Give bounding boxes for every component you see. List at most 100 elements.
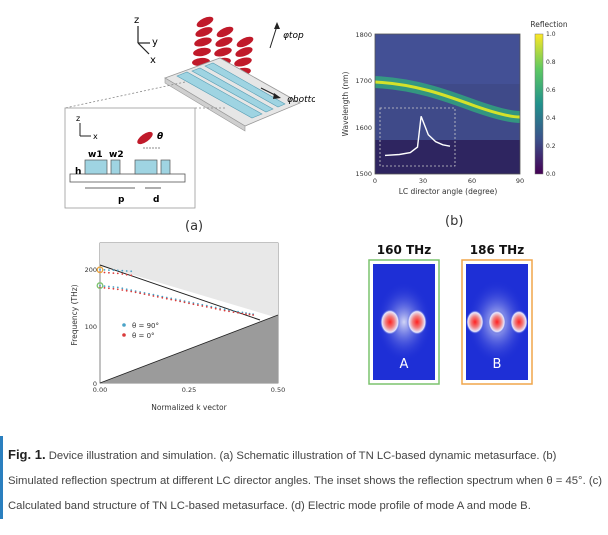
panel-d: 160 THz 186 THz A B: [360, 238, 560, 388]
band-point: [223, 309, 226, 312]
band-point: [170, 298, 173, 301]
svg-text:x: x: [93, 132, 98, 141]
svg-text:0.2: 0.2: [546, 143, 556, 150]
band-point: [99, 284, 101, 287]
mode-b-label: B: [493, 357, 502, 372]
band-point: [125, 270, 128, 272]
metasurface-substrate: [164, 57, 301, 132]
band-point: [112, 269, 115, 272]
band-point: [99, 268, 101, 271]
band-point: [152, 293, 155, 296]
band-point: [125, 273, 128, 276]
svg-text:0.0: 0.0: [546, 171, 556, 178]
svg-text:1.0: 1.0: [546, 31, 556, 38]
band-point: [116, 286, 119, 289]
band-point: [152, 295, 155, 297]
band-point: [112, 287, 115, 290]
axis-x-label: x: [150, 55, 156, 66]
phi-top-arrow: φtop: [269, 22, 304, 49]
svg-text:0.8: 0.8: [546, 59, 556, 66]
svg-text:0: 0: [373, 177, 377, 185]
band-point: [108, 269, 110, 271]
band-point: [205, 306, 208, 308]
band-point: [116, 288, 119, 291]
band-xlabel: Normalized k vector: [151, 403, 227, 412]
band-point: [248, 313, 251, 316]
band-point: [121, 269, 124, 272]
svg-text:θ: θ: [157, 132, 163, 142]
svg-text:0.6: 0.6: [546, 87, 556, 94]
panel-c: θ = 90° θ = 0° 200 100 0 0.00 0.25 0.50 …: [60, 240, 290, 420]
band-point: [232, 311, 235, 313]
band-point: [121, 287, 124, 290]
svg-text:90: 90: [516, 177, 524, 185]
band-point: [201, 305, 204, 307]
band-point: [139, 292, 141, 295]
phi-bottom-arrow: φbottom: [260, 87, 326, 105]
band-point: [228, 310, 230, 313]
reflection-heatmap-figure: 1800 1700 1600 1500 0 30 60 90 LC direct…: [341, 20, 568, 229]
band-point: [192, 303, 195, 306]
band-point: [214, 307, 217, 310]
axis-y-label: y: [152, 37, 158, 48]
heatmap-y-ticks: 1800 1700 1600 1500: [355, 31, 372, 178]
band-point: [108, 285, 110, 288]
lc-molecule-inset: [137, 131, 153, 145]
svg-text:30: 30: [419, 177, 427, 185]
svg-text:w2: w2: [109, 150, 124, 160]
band-point: [252, 314, 255, 316]
band-point: [121, 289, 124, 291]
band-point: [130, 270, 133, 273]
heatmap-x-ticks: 0 30 60 90: [373, 177, 524, 185]
svg-text:0: 0: [93, 380, 97, 388]
band-point: [210, 306, 213, 309]
caption-label: Fig. 1.: [8, 447, 46, 462]
band-point: [130, 274, 133, 277]
band-point: [112, 286, 115, 288]
colorbar-title: Reflection: [530, 20, 568, 29]
band-point: [125, 288, 128, 291]
inset-spectrum-45deg: [379, 107, 456, 167]
band-point: [112, 272, 115, 274]
mode-a-frequency: 160 THz: [377, 243, 431, 257]
mode-a-profile: A: [368, 259, 440, 385]
svg-text:60: 60: [468, 177, 476, 185]
band-x-ticks: 0.00 0.25 0.50: [93, 386, 285, 394]
band-structure-figure: θ = 90° θ = 0° 200 100 0 0.00 0.25 0.50 …: [70, 242, 285, 412]
svg-text:1800: 1800: [355, 31, 372, 39]
band-series: [96, 266, 255, 316]
svg-text:100: 100: [85, 323, 97, 331]
band-point: [103, 285, 106, 287]
panel-b-label: (b): [445, 214, 463, 229]
schematic-figure: z y x: [64, 15, 326, 234]
svg-text:0.25: 0.25: [182, 386, 196, 394]
band-point: [143, 293, 146, 295]
band-ylabel: Frequency (THz): [70, 284, 79, 345]
svg-text:200: 200: [85, 266, 97, 274]
band-point: [121, 273, 124, 275]
band-point: [165, 297, 168, 300]
band-point: [103, 287, 106, 289]
band-point: [116, 269, 119, 272]
heatmap-ylabel: Wavelength (nm): [341, 72, 350, 137]
svg-text:φtop: φtop: [283, 31, 304, 41]
band-point: [125, 289, 128, 292]
legend-theta-90: θ = 90°: [132, 322, 159, 330]
panel-b: 1800 1700 1600 1500 0 30 60 90 LC direct…: [335, 10, 605, 230]
colorbar: Reflection 1.0 0.8 0.6 0.4 0.2 0.0: [530, 20, 568, 178]
axis-z-label: z: [134, 15, 139, 26]
band-point: [130, 290, 133, 293]
band-point: [179, 300, 181, 303]
resonance-ridge: [374, 80, 521, 119]
panel-a: z y x: [55, 8, 326, 234]
band-point: [188, 302, 190, 305]
band-point: [116, 272, 119, 275]
xyz-axes: z y x: [134, 15, 158, 66]
mode-marker: [96, 266, 104, 274]
band-point: [148, 294, 150, 296]
band-point: [197, 304, 199, 306]
svg-text:0.4: 0.4: [546, 115, 556, 122]
heatmap-xlabel: LC director angle (degree): [399, 187, 498, 196]
svg-text:1700: 1700: [355, 77, 372, 85]
band-point: [183, 301, 186, 304]
